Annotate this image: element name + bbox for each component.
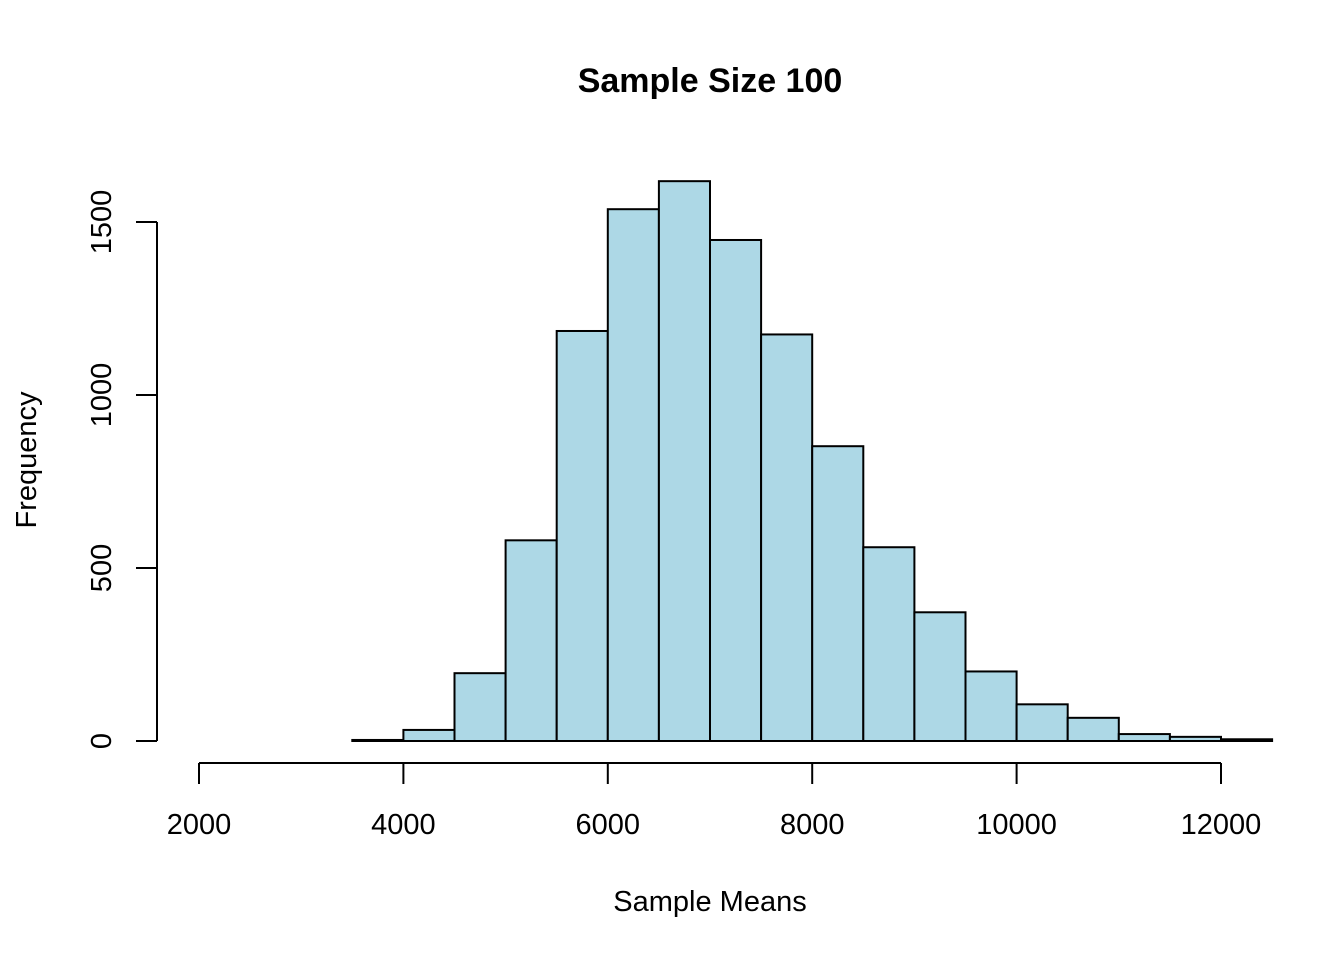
x-tick-label-3: 8000 (780, 809, 845, 841)
histogram-bar-6 (657, 180, 712, 742)
chart-title: Sample Size 100 (578, 62, 843, 100)
y-axis: 0 500 1000 1500 (86, 190, 158, 749)
y-tick-label-1: 500 (86, 544, 118, 592)
histogram-bar-15 (1117, 733, 1171, 743)
y-tick-label-2: 1000 (86, 363, 118, 428)
histogram-bar-9 (811, 445, 865, 742)
histogram-bar-12 (964, 670, 1018, 742)
x-axis-title: Sample Means (613, 886, 806, 918)
histogram-bar-17 (1220, 738, 1274, 743)
histogram-bar-7 (709, 238, 763, 742)
histogram-bar-13 (1015, 703, 1069, 742)
histogram-bar-8 (760, 333, 814, 742)
histogram-bar-16 (1168, 735, 1223, 743)
histogram-bar-10 (862, 546, 916, 742)
histogram-bar-14 (1066, 716, 1120, 742)
x-tick-label-5: 12000 (1181, 809, 1262, 841)
x-tick-label-0: 2000 (167, 809, 232, 841)
x-axis: 2000 4000 6000 8000 10000 12000 (167, 762, 1262, 841)
y-tick-label-0: 0 (86, 733, 118, 749)
y-axis-title: Frequency (11, 391, 43, 529)
x-tick-label-1: 4000 (371, 809, 436, 841)
y-tick-label-3: 1500 (86, 190, 118, 255)
x-tick-label-4: 10000 (976, 809, 1057, 841)
histogram-bar-11 (913, 611, 967, 743)
x-tick-label-2: 6000 (576, 809, 641, 841)
histogram-bar-0 (351, 738, 405, 742)
histogram-bar-3 (504, 539, 558, 742)
histogram-bar-2 (453, 672, 507, 743)
bars-layer (351, 180, 1274, 743)
histogram-bar-4 (555, 329, 609, 742)
histogram-bar-5 (606, 208, 660, 742)
histogram-bar-1 (402, 728, 456, 742)
